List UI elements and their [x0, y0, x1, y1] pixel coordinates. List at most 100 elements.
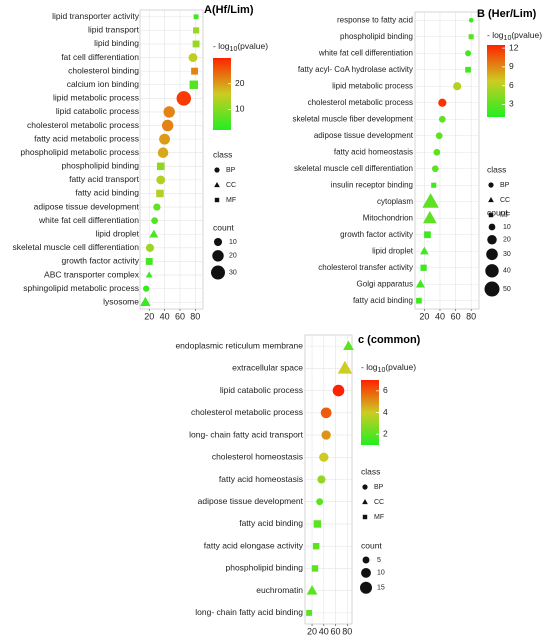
class-legend-label: BP: [374, 484, 384, 491]
class-legend-label: MF: [226, 197, 236, 204]
y-tick-label: growth factor activity: [340, 230, 413, 239]
y-tick-label: long- chain fatty acid binding: [195, 607, 303, 617]
class-legend-key: [214, 182, 220, 188]
colorbar-title-part: - log: [361, 362, 378, 372]
x-tick-label: 20: [144, 311, 154, 321]
x-tick-label: 60: [175, 311, 185, 321]
data-point: [435, 132, 443, 140]
count-legend-key: [486, 248, 498, 261]
colorbar-title: - log10(pvalue): [487, 30, 542, 42]
colorbar-title-part: - log: [487, 30, 504, 40]
colorbar-tick-label: 6: [383, 385, 388, 395]
data-point: [321, 430, 331, 440]
y-tick-label: cholesterol transfer activity: [318, 263, 413, 272]
colorbar-tick-label: 6: [509, 80, 514, 90]
y-tick-label: cholesterol binding: [68, 65, 139, 75]
class-legend-label: BP: [226, 167, 236, 174]
y-tick-label: cholesterol homeostasis: [212, 452, 303, 462]
data-point: [145, 257, 153, 265]
class-legend-key: [362, 514, 368, 520]
y-tick-label: lipid catabolic process: [220, 385, 303, 395]
panel-title: B (Her/Lim): [477, 8, 537, 20]
y-tick-label: lipid droplet: [372, 246, 414, 255]
data-point: [193, 27, 200, 34]
data-point: [143, 285, 150, 292]
count-legend-label: 10: [377, 570, 385, 577]
data-point: [465, 50, 472, 57]
data-point: [156, 162, 165, 171]
y-tick-label: lipid droplet: [96, 229, 140, 239]
colorbar: [487, 45, 505, 117]
count-legend-label: 30: [503, 251, 511, 258]
data-point: [149, 229, 159, 238]
data-point: [145, 243, 155, 252]
data-point: [156, 189, 164, 198]
y-tick-label: fatty acid transport: [69, 174, 140, 184]
colorbar-title-part: (pvalue): [237, 41, 268, 51]
data-point: [468, 34, 474, 40]
data-point: [157, 147, 169, 158]
y-tick-label: insulin receptor binding: [331, 180, 413, 189]
y-tick-label: skeletal muscle fiber development: [292, 114, 413, 123]
count-legend-label: 15: [377, 585, 385, 592]
count-legend-title: count: [487, 207, 508, 217]
colorbar-tick-label: 12: [509, 42, 519, 52]
y-tick-label: fatty acid binding: [353, 296, 413, 305]
data-point: [343, 340, 354, 351]
y-tick-label: adipose tissue development: [314, 131, 414, 140]
count-legend-label: 5: [377, 557, 381, 564]
count-legend-label: 10: [229, 239, 237, 246]
count-legend-key: [485, 264, 499, 278]
x-tick-label: 20: [307, 626, 317, 636]
data-point: [468, 17, 474, 23]
data-point: [306, 585, 318, 595]
y-tick-label: adipose tissue development: [34, 201, 140, 211]
data-point: [332, 384, 345, 397]
y-tick-label: extracellular space: [232, 363, 303, 373]
data-point: [312, 542, 320, 550]
data-point: [176, 91, 192, 106]
y-tick-label: long- chain fatty acid transport: [189, 429, 304, 439]
y-tick-label: lipid transport: [88, 25, 140, 35]
class-legend-key: [488, 197, 494, 203]
y-tick-label: fatty acid binding: [239, 518, 303, 528]
colorbar-title-part: (pvalue): [511, 30, 542, 40]
count-legend-key: [211, 265, 225, 280]
colorbar: [213, 58, 231, 130]
y-tick-label: fatty acyl- CoA hydrolase activity: [298, 65, 413, 74]
y-tick-label: fatty acid elongase activity: [204, 540, 304, 550]
data-point: [337, 360, 353, 374]
y-tick-label: Golgi apparatus: [357, 279, 413, 288]
count-legend-title: count: [213, 222, 234, 232]
data-point: [415, 279, 425, 288]
x-tick-label: 80: [342, 626, 352, 636]
colorbar-tick-label: 10: [235, 104, 245, 114]
x-tick-label: 80: [190, 311, 200, 321]
data-point: [424, 231, 431, 239]
class-legend-label: CC: [226, 182, 236, 189]
y-tick-label: fatty acid homeostasis: [219, 474, 303, 484]
colorbar-title: - log10(pvalue): [361, 362, 416, 374]
class-legend-key: [488, 212, 494, 218]
data-point: [431, 165, 439, 173]
data-point: [311, 565, 319, 572]
y-tick-label: calcium ion binding: [67, 79, 140, 89]
y-tick-label: endoplasmic reticulum membrane: [175, 340, 303, 350]
colorbar-title-part: - log: [213, 41, 230, 51]
plot-panel: [414, 11, 480, 310]
count-legend-key: [213, 238, 223, 247]
y-tick-label: lysosome: [103, 296, 139, 306]
data-point: [159, 133, 171, 145]
colorbar: [361, 380, 379, 445]
x-tick-label: 80: [466, 311, 476, 321]
count-legend-label: 10: [503, 224, 511, 231]
data-point: [433, 148, 441, 156]
panel-title: c (common): [358, 334, 421, 346]
data-point: [163, 106, 175, 118]
colorbar-title-part: (pvalue): [385, 362, 416, 372]
class-legend-title: class: [487, 164, 506, 174]
count-legend-label: 20: [503, 237, 511, 244]
count-legend-label: 30: [229, 269, 237, 276]
y-tick-label: white fat cell differentiation: [318, 48, 413, 57]
